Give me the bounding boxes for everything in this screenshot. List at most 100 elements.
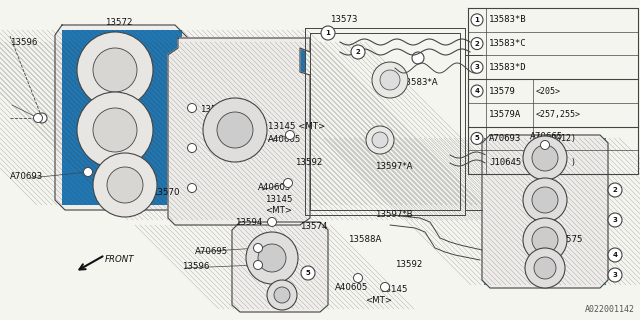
Circle shape xyxy=(77,92,153,168)
Circle shape xyxy=(83,167,93,177)
Text: 13575: 13575 xyxy=(555,235,582,244)
Text: <257,255>: <257,255> xyxy=(536,110,581,119)
Text: 3: 3 xyxy=(612,272,618,278)
Text: 13594: 13594 xyxy=(235,218,262,227)
Text: FRONT: FRONT xyxy=(105,255,134,264)
Circle shape xyxy=(217,112,253,148)
Text: A40605: A40605 xyxy=(268,135,301,144)
Text: 2: 2 xyxy=(475,41,479,47)
Bar xyxy=(484,138,606,285)
Circle shape xyxy=(471,61,483,73)
Text: A70665: A70665 xyxy=(530,132,563,141)
Text: 13592: 13592 xyxy=(395,260,422,269)
Circle shape xyxy=(471,14,483,26)
Circle shape xyxy=(532,187,558,213)
Circle shape xyxy=(471,132,483,144)
Text: 13570: 13570 xyxy=(152,188,179,197)
Polygon shape xyxy=(168,38,310,225)
Bar xyxy=(235,225,325,309)
Circle shape xyxy=(541,140,550,149)
Circle shape xyxy=(188,143,196,153)
Circle shape xyxy=(351,45,365,59)
Text: A022001142: A022001142 xyxy=(585,305,635,314)
Circle shape xyxy=(534,257,556,279)
Text: <MT>: <MT> xyxy=(365,296,392,305)
Circle shape xyxy=(253,260,262,269)
Text: A70695: A70695 xyxy=(195,247,228,256)
Circle shape xyxy=(532,227,558,253)
Text: 13596: 13596 xyxy=(182,262,209,271)
Circle shape xyxy=(93,48,137,92)
Text: <0101- ): <0101- ) xyxy=(536,158,576,167)
Text: 3: 3 xyxy=(475,64,479,70)
Circle shape xyxy=(353,274,362,283)
Circle shape xyxy=(274,287,290,303)
Bar xyxy=(62,30,182,205)
Circle shape xyxy=(93,153,157,217)
Circle shape xyxy=(284,179,292,188)
Text: 13597*B: 13597*B xyxy=(375,210,413,219)
Text: <205>: <205> xyxy=(536,86,561,95)
Text: 5: 5 xyxy=(475,135,479,141)
Text: 1: 1 xyxy=(475,17,479,23)
Circle shape xyxy=(523,136,567,180)
Text: A40605: A40605 xyxy=(335,283,369,292)
Text: 4: 4 xyxy=(474,88,479,94)
Text: 13597*A: 13597*A xyxy=(375,162,413,171)
Text: 13145: 13145 xyxy=(265,195,292,204)
Text: 5: 5 xyxy=(306,270,310,276)
Circle shape xyxy=(608,248,622,262)
Text: 13145 <MT>: 13145 <MT> xyxy=(268,122,325,131)
Text: 13583*C: 13583*C xyxy=(489,39,527,48)
Text: ( -0012): ( -0012) xyxy=(536,134,576,143)
Text: 13592: 13592 xyxy=(295,158,323,167)
Circle shape xyxy=(366,126,394,154)
Circle shape xyxy=(285,131,294,140)
Circle shape xyxy=(525,248,565,288)
Text: 13579A: 13579A xyxy=(489,110,521,119)
Circle shape xyxy=(267,280,297,310)
Text: 1: 1 xyxy=(326,30,330,36)
Bar xyxy=(170,42,305,220)
Circle shape xyxy=(188,103,196,113)
Circle shape xyxy=(253,244,262,252)
Text: <MT>: <MT> xyxy=(265,206,292,215)
Text: 3: 3 xyxy=(612,217,618,223)
Text: 2: 2 xyxy=(356,49,360,55)
Polygon shape xyxy=(482,135,608,288)
Text: 13581: 13581 xyxy=(200,105,227,114)
Text: 13583*D: 13583*D xyxy=(489,63,527,72)
Circle shape xyxy=(77,32,153,108)
Text: 13145: 13145 xyxy=(380,285,408,294)
Circle shape xyxy=(523,218,567,262)
Circle shape xyxy=(372,62,408,98)
Circle shape xyxy=(523,178,567,222)
Text: 13573: 13573 xyxy=(330,15,358,24)
Circle shape xyxy=(381,283,390,292)
Circle shape xyxy=(412,52,424,64)
Circle shape xyxy=(246,232,298,284)
Circle shape xyxy=(471,37,483,50)
Circle shape xyxy=(37,113,47,123)
Circle shape xyxy=(33,114,42,123)
Text: 13574: 13574 xyxy=(300,222,328,231)
Circle shape xyxy=(372,132,388,148)
Text: 2: 2 xyxy=(612,187,618,193)
Circle shape xyxy=(608,183,622,197)
Circle shape xyxy=(188,183,196,193)
Circle shape xyxy=(93,108,137,152)
Circle shape xyxy=(380,70,400,90)
Circle shape xyxy=(268,218,276,227)
Text: 13572: 13572 xyxy=(105,18,132,27)
Polygon shape xyxy=(55,25,195,210)
Circle shape xyxy=(203,98,267,162)
Text: 13583*B: 13583*B xyxy=(489,15,527,24)
Circle shape xyxy=(258,244,286,272)
Polygon shape xyxy=(232,222,328,312)
Text: 4: 4 xyxy=(612,252,618,258)
Text: A70695: A70695 xyxy=(118,75,151,84)
Text: J10645: J10645 xyxy=(489,158,521,167)
Text: 13583*A: 13583*A xyxy=(400,78,438,87)
Text: A70693: A70693 xyxy=(10,172,44,181)
Text: A40605: A40605 xyxy=(258,183,291,192)
